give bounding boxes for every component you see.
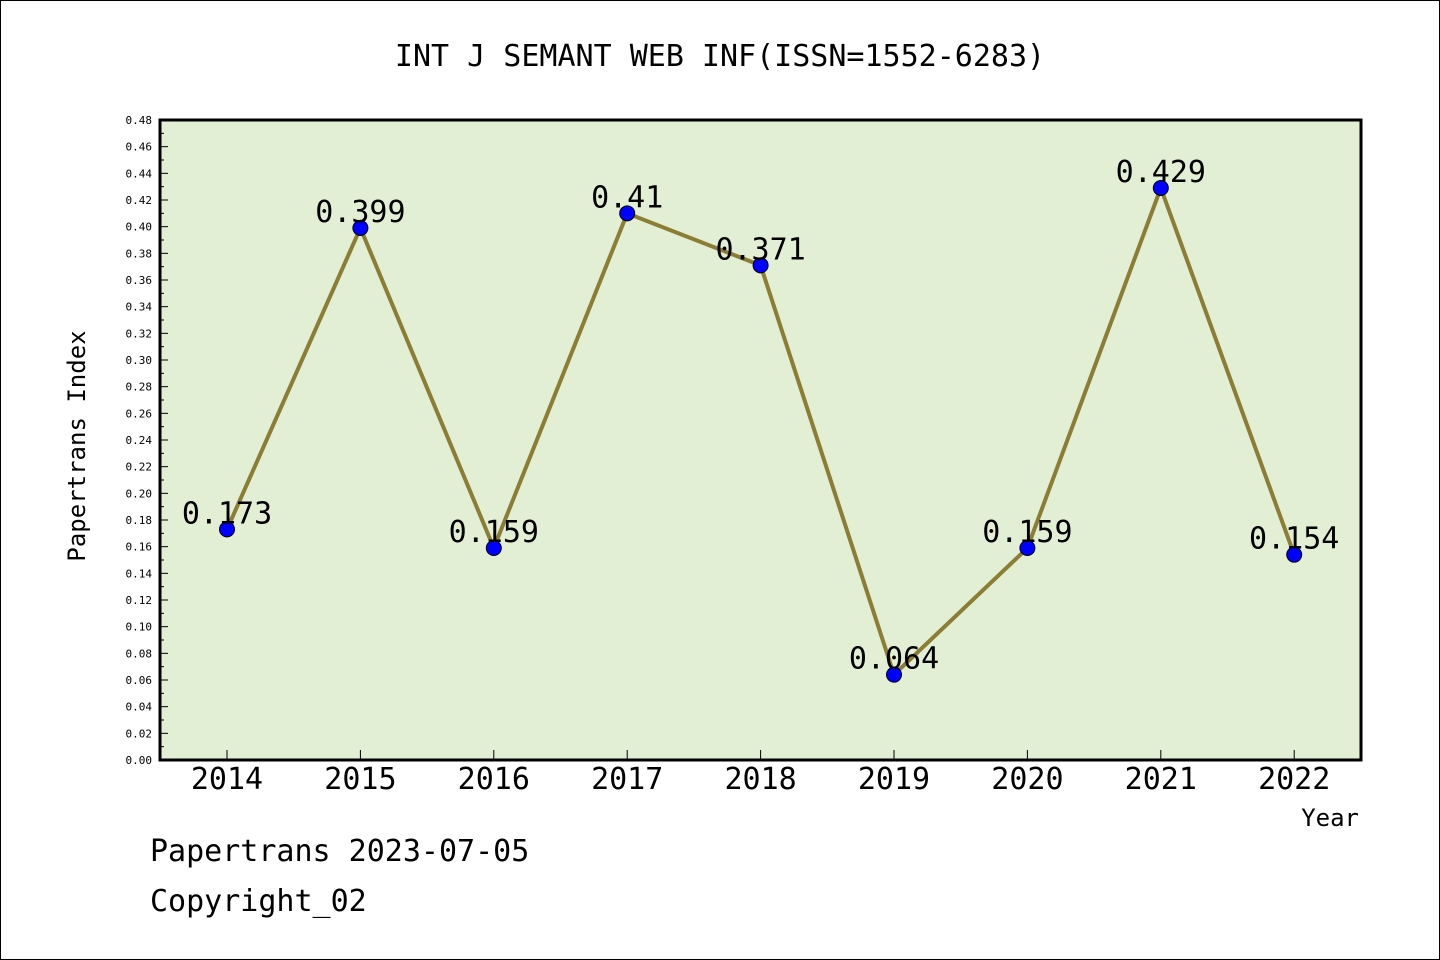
y-tick-label: 0.32 (126, 327, 153, 340)
y-tick-label: 0.02 (126, 727, 153, 740)
y-tick-label: 0.12 (126, 594, 153, 607)
y-tick-label: 0.36 (126, 274, 153, 287)
data-point (485, 540, 502, 556)
data-point (1152, 180, 1169, 196)
y-tick-label: 0.06 (126, 674, 153, 687)
data-point (1286, 546, 1303, 563)
data-labels: 0.173 0.399 0.159 0.41 0.371 0.064 0.159 0.429 0… (182, 155, 1340, 677)
chart-title: INT J SEMANT WEB INF(ISSN=1552-6283) (395, 39, 1045, 74)
y-tick-label: 0.34 (126, 301, 153, 314)
data-point (219, 521, 235, 538)
data-point (752, 257, 769, 274)
x-tick-label: 2014 (191, 762, 263, 797)
data-label: 0.429 (1116, 155, 1206, 190)
y-axis-label: Papertrans Index (63, 330, 91, 561)
data-label: 0.173 (182, 496, 272, 531)
x-tick-label: 2020 (991, 762, 1063, 797)
data-label: 0.159 (982, 515, 1072, 550)
y-tick-label: 0.46 (126, 141, 153, 154)
x-axis: 2014 2015 2016 2017 2018 2019 2020 2021 2022 (191, 750, 1330, 797)
footer-date-text: Papertrans 2023-07-05 (150, 834, 530, 869)
y-tick-label: 0.22 (126, 461, 153, 474)
y-tick-label: 0.16 (126, 541, 153, 554)
x-axis-label: Year (1301, 804, 1359, 832)
y-tick-label: 0.40 (126, 221, 153, 234)
y-tick-label: 0.44 (126, 167, 153, 180)
data-label: 0.159 (449, 515, 539, 550)
y-tick-label: 0.48 (126, 114, 153, 127)
y-tick-label: 0.30 (126, 354, 153, 367)
x-tick-label: 2021 (1125, 762, 1197, 797)
data-label: 0.064 (849, 642, 939, 677)
y-tick-label: 0.08 (126, 647, 153, 660)
data-label: 0.41 (591, 180, 663, 215)
x-tick-label: 2022 (1258, 762, 1330, 797)
y-tick-label: 0.20 (126, 487, 153, 500)
x-tick-label: 2015 (324, 762, 396, 797)
data-point (1019, 540, 1036, 556)
data-label: 0.371 (715, 232, 805, 267)
x-tick-label: 2016 (458, 762, 530, 797)
data-point (619, 205, 636, 222)
y-tick-label: 0.04 (126, 701, 153, 714)
y-tick-label: 0.26 (126, 407, 153, 420)
y-tick-label: 0.28 (126, 381, 153, 394)
data-point (886, 666, 902, 683)
data-label: 0.399 (315, 195, 405, 230)
y-tick-label: 0.14 (126, 567, 153, 580)
x-tick-label: 2018 (724, 762, 796, 797)
y-tick-label: 0.00 (126, 754, 153, 767)
footer-copyright-text: Copyright_02 (150, 884, 367, 919)
x-tick-label: 2019 (858, 762, 930, 797)
data-series (219, 180, 1303, 683)
data-label: 0.154 (1249, 522, 1339, 557)
y-tick-label: 0.10 (126, 621, 153, 634)
x-tick-label: 2017 (591, 762, 663, 797)
y-tick-label: 0.42 (126, 194, 153, 207)
y-tick-label: 0.24 (126, 434, 153, 447)
y-axis: 0.00 0.02 0.04 0.06 0.08 0.10 0.12 0.14 0.16 0.18… (126, 114, 168, 767)
y-tick-label: 0.18 (126, 514, 153, 527)
data-point (352, 220, 369, 236)
y-tick-label: 0.38 (126, 247, 153, 260)
